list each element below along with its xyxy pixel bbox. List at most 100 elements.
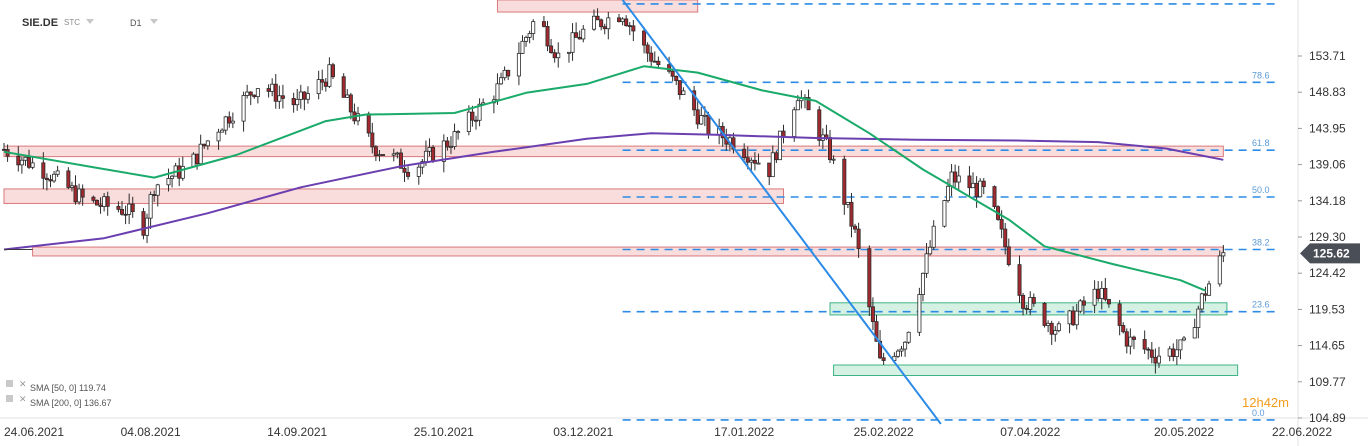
candle-154 (774, 150, 779, 164)
sma50-visibility-icon[interactable] (6, 380, 13, 387)
sma50-close-icon[interactable]: ✕ (19, 380, 27, 390)
candle-137 (692, 85, 697, 117)
candle-body-13 (69, 185, 74, 188)
candle-88 (445, 136, 450, 151)
candle-89 (448, 136, 453, 154)
candle-body-188 (946, 185, 951, 201)
x-tick-label-0: 24.06.2021 (4, 425, 64, 439)
candle-body-228 (1146, 348, 1151, 351)
candle-8 (44, 173, 49, 191)
candle-body-60 (302, 91, 307, 100)
candle-80 (402, 160, 407, 182)
fib-label-78.6: 78.6 (1252, 70, 1270, 80)
candle-222 (1117, 300, 1122, 336)
x-tick-label-3: 25.10.2021 (414, 425, 474, 439)
candle-108 (545, 20, 550, 52)
candle-body-110 (552, 52, 557, 59)
sma50-line (3, 65, 1206, 292)
candle-body-106 (531, 21, 536, 34)
candle-body-201 (1006, 246, 1011, 266)
candle-body-243 (1221, 252, 1226, 257)
candle-body-158 (795, 100, 800, 111)
candle-223 (1121, 322, 1126, 334)
candle-body-20 (102, 196, 107, 207)
candle-body-157 (792, 109, 797, 137)
candle-body-202 (1017, 264, 1022, 296)
candle-155 (777, 130, 782, 161)
x-tick-label-7: 07.04.2022 (1000, 425, 1060, 439)
candle-123 (620, 17, 625, 26)
candle-95 (477, 98, 482, 127)
candle-176 (881, 352, 886, 365)
candle-body-58 (295, 98, 300, 106)
candle-body-92 (466, 111, 471, 132)
candle-body-26 (130, 203, 135, 212)
candle-body-53 (270, 83, 275, 92)
candle-32 (166, 168, 171, 192)
candle-184 (924, 243, 929, 278)
candle-body-197 (992, 186, 997, 208)
sma200-close-icon[interactable]: ✕ (19, 395, 27, 405)
candle-3 (19, 157, 24, 174)
candle-192 (967, 166, 972, 196)
candle-104 (524, 35, 529, 47)
candle-81 (406, 166, 411, 180)
candle-29 (148, 191, 153, 229)
candle-body-50 (252, 94, 257, 98)
candle-179 (899, 345, 904, 357)
candle-197 (992, 185, 997, 210)
candle-body-154 (774, 152, 779, 161)
candle-49 (248, 91, 253, 106)
candle-50 (252, 94, 257, 99)
candle-body-118 (595, 15, 600, 21)
candle-228 (1146, 347, 1151, 360)
candle-body-213 (1071, 310, 1076, 326)
sma200-visibility-icon[interactable] (6, 395, 13, 402)
candle-119 (599, 18, 604, 31)
candle-180 (903, 341, 908, 357)
candle-189 (949, 163, 954, 197)
candle-48 (245, 84, 250, 99)
candle-body-235 (1178, 339, 1183, 351)
candle-body-227 (1142, 339, 1147, 350)
candle-body-206 (1031, 297, 1036, 304)
candle-170 (853, 223, 858, 234)
candle-99 (499, 72, 504, 85)
x-tick-label-8: 20.05.2022 (1154, 425, 1214, 439)
candle-82 (416, 164, 421, 185)
candle-181 (906, 331, 911, 345)
candle-body-181 (906, 331, 911, 343)
candle-body-35 (177, 165, 182, 179)
candle-208 (1046, 320, 1051, 333)
candle-65 (327, 57, 332, 89)
candle-body-54 (273, 83, 278, 102)
candle-47 (241, 91, 246, 132)
candle-232 (1167, 346, 1172, 362)
source-dropdown-icon[interactable] (86, 19, 94, 24)
candle-body-169 (849, 201, 854, 227)
candle-body-99 (499, 77, 504, 85)
candle-body-81 (406, 171, 411, 177)
y-tick-label-2: 143.95 (1309, 121, 1346, 135)
candle-body-232 (1167, 348, 1172, 357)
timeframe-label[interactable]: D1 (130, 18, 142, 28)
candle-body-130 (652, 60, 657, 63)
x-tick-label-9: 22.06.2022 (1272, 425, 1332, 439)
timeframe-dropdown-icon[interactable] (150, 19, 158, 24)
candle-body-16 (80, 188, 85, 198)
candle-body-61 (305, 93, 310, 100)
candle-body-87 (441, 140, 446, 162)
candle-body-193 (971, 182, 976, 189)
candle-31 (155, 183, 160, 207)
y-tick-label-3: 139.06 (1309, 158, 1346, 172)
sma200-legend: SMA [200, 0] 136.67 (30, 398, 112, 408)
candle-body-233 (1171, 348, 1176, 358)
candle-body-162 (817, 109, 822, 141)
candle-body-21 (105, 196, 110, 207)
candle-122 (617, 13, 622, 23)
candle-body-83 (420, 161, 425, 168)
candle-body-42 (216, 131, 221, 142)
candle-body-57 (291, 97, 296, 106)
y-tick-label-7: 119.53 (1309, 302, 1345, 316)
candle-body-128 (645, 44, 650, 54)
